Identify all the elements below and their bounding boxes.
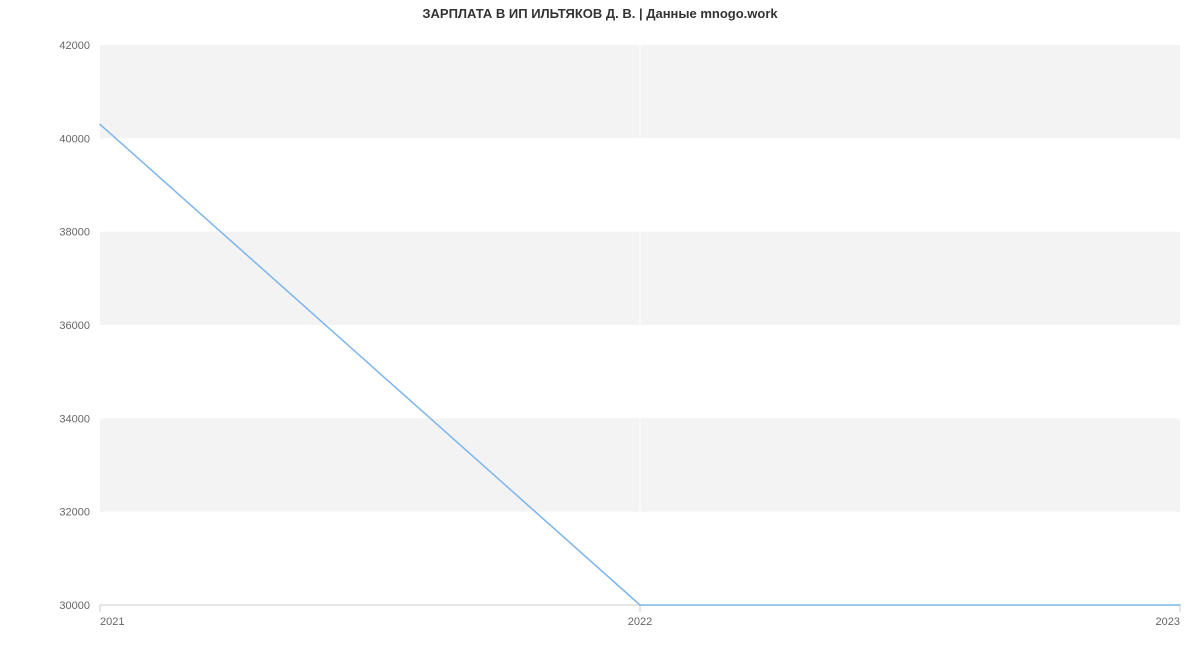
x-tick-label: 2023 [1156, 616, 1180, 628]
y-tick-label: 32000 [59, 507, 90, 519]
y-tick-label: 30000 [59, 600, 90, 612]
chart-svg: 2021 2022 2023 30000 32000 34000 36000 38000 400… [0, 0, 1200, 650]
y-tick-label: 38000 [59, 227, 90, 239]
chart-title: ЗАРПЛАТА В ИП ИЛЬТЯКОВ Д. В. | Данные mn… [0, 6, 1200, 21]
y-tick-label: 40000 [59, 133, 90, 145]
line-chart: ЗАРПЛАТА В ИП ИЛЬТЯКОВ Д. В. | Данные mn… [0, 0, 1200, 650]
x-tick-label: 2021 [100, 616, 124, 628]
x-tick-label: 2022 [628, 616, 652, 628]
y-tick-label: 34000 [59, 413, 90, 425]
y-tick-label: 42000 [59, 40, 90, 52]
y-tick-label: 36000 [59, 320, 90, 332]
